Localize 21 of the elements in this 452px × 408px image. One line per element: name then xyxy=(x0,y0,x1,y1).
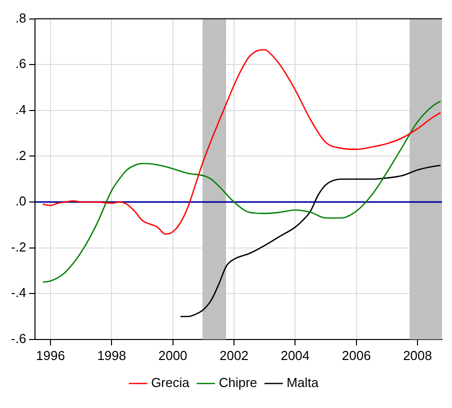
y-tick-label: .8 xyxy=(15,10,26,26)
legend-label: Chipre xyxy=(218,375,258,390)
x-tick-label: 2000 xyxy=(158,348,188,363)
y-tick-label: -.6 xyxy=(11,330,26,346)
x-tick-label: 2008 xyxy=(403,348,432,363)
y-tick-label: -.4 xyxy=(11,285,26,300)
y-tick-label: .2 xyxy=(15,148,26,163)
x-tick-label: 1998 xyxy=(97,348,126,363)
x-tick-label: 2002 xyxy=(220,348,248,363)
legend-label: Grecia xyxy=(151,375,190,390)
x-tick-label: 2004 xyxy=(280,348,310,363)
y-tick-label: .4 xyxy=(15,102,26,117)
y-tick-label: .0 xyxy=(15,194,26,209)
legend-label: Malta xyxy=(286,375,320,390)
y-tick-label: .6 xyxy=(15,56,26,72)
x-tick-label: 1996 xyxy=(36,348,65,363)
line-series xyxy=(180,164,442,318)
line-series xyxy=(42,49,442,235)
x-tick-label: 2006 xyxy=(342,348,371,363)
line-series xyxy=(42,100,442,283)
y-tick-label: -.2 xyxy=(11,239,26,254)
